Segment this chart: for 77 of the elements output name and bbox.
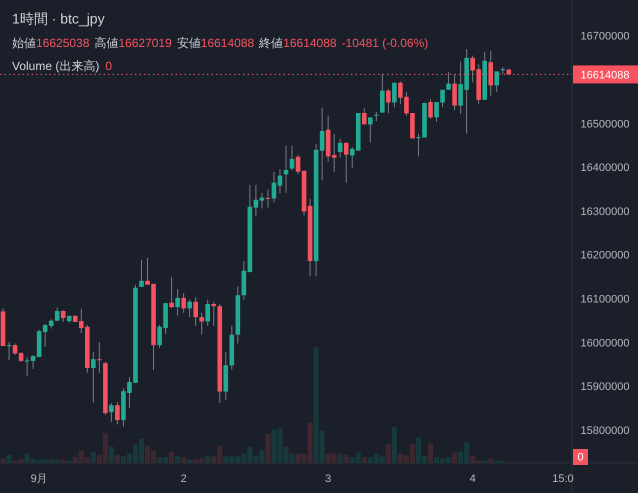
bar xyxy=(0,458,6,463)
y-tick-label: 16700000 xyxy=(580,30,630,43)
bar xyxy=(344,454,349,463)
candlestick xyxy=(374,111,379,122)
candlestick xyxy=(344,142,349,184)
bar xyxy=(169,451,174,463)
candlestick xyxy=(338,138,342,158)
x-tick-label: 9月 xyxy=(30,472,48,485)
bar xyxy=(181,457,186,463)
bar xyxy=(362,457,367,463)
candlestick xyxy=(199,312,204,336)
annotation: 16627019 xyxy=(118,36,172,50)
bar xyxy=(175,456,180,463)
annotation: 高値 xyxy=(94,36,118,50)
candlestick xyxy=(60,310,66,322)
x-tick-label: 2 xyxy=(180,472,187,485)
annotation: 0 xyxy=(105,59,112,74)
candlestick xyxy=(386,88,391,114)
bar xyxy=(386,444,391,463)
annotation: Volume (出来高) xyxy=(12,59,100,74)
candlestick xyxy=(368,116,373,143)
candlestick xyxy=(193,296,198,326)
bar xyxy=(6,454,12,463)
candlestick xyxy=(139,259,144,288)
text: 0 xyxy=(577,451,584,464)
bar xyxy=(60,460,66,463)
y-tick-label: 15900000 xyxy=(580,381,630,394)
candlestick xyxy=(446,71,451,90)
candlestick xyxy=(266,189,270,208)
candlestick xyxy=(115,402,120,425)
x-tick-label: 3 xyxy=(325,472,332,485)
candlestick xyxy=(91,352,96,404)
bar xyxy=(488,458,494,463)
y-tick-label: 16300000 xyxy=(580,206,630,218)
y-tick-label: 16100000 xyxy=(580,294,630,306)
candlestick xyxy=(54,307,60,322)
candlestick xyxy=(6,342,12,361)
candlestick xyxy=(97,342,102,374)
x-tick-label: 15:0 xyxy=(552,472,574,485)
candlestick xyxy=(205,299,210,326)
bar xyxy=(392,427,397,463)
y-tick-label: 16200000 xyxy=(580,250,630,262)
candlestick xyxy=(211,301,216,326)
candlestick xyxy=(428,98,433,120)
annotation: 終値 xyxy=(258,36,284,50)
candlestick xyxy=(362,108,367,125)
candlestick xyxy=(494,70,500,92)
y-tick-label: 16000000 xyxy=(580,337,630,350)
annotation: -10481 (-0.06%) xyxy=(342,36,428,50)
bar xyxy=(338,454,343,463)
bar xyxy=(452,452,458,463)
bar xyxy=(428,443,434,463)
candlestick xyxy=(169,276,174,308)
annotation: 16625038 xyxy=(36,36,90,50)
bar xyxy=(265,434,270,463)
bar xyxy=(114,454,120,463)
y-tick-label: 16500000 xyxy=(580,118,630,130)
annotation: 始値 xyxy=(12,36,36,50)
bar xyxy=(90,452,96,463)
candlestick xyxy=(175,288,180,316)
bar xyxy=(205,456,210,463)
annotation: 安値 xyxy=(176,36,201,50)
candlestick xyxy=(380,74,385,114)
x-tick-label: 4 xyxy=(470,472,476,485)
candlestick xyxy=(109,402,114,422)
candlestick xyxy=(290,145,294,171)
bar xyxy=(108,446,114,463)
text: 1時間 · btc_jpy xyxy=(12,10,105,27)
annotation: 16614088 xyxy=(200,36,254,50)
candlestick xyxy=(284,145,288,194)
candlestick xyxy=(181,292,186,314)
ref-line-label: 16614088 xyxy=(580,69,630,82)
annotation: 16614088 xyxy=(283,36,337,50)
y-tick-label: 15800000 xyxy=(580,424,630,437)
candlestick xyxy=(392,82,397,108)
y-tick-label: 16400000 xyxy=(580,162,630,174)
candlestick xyxy=(187,299,192,318)
